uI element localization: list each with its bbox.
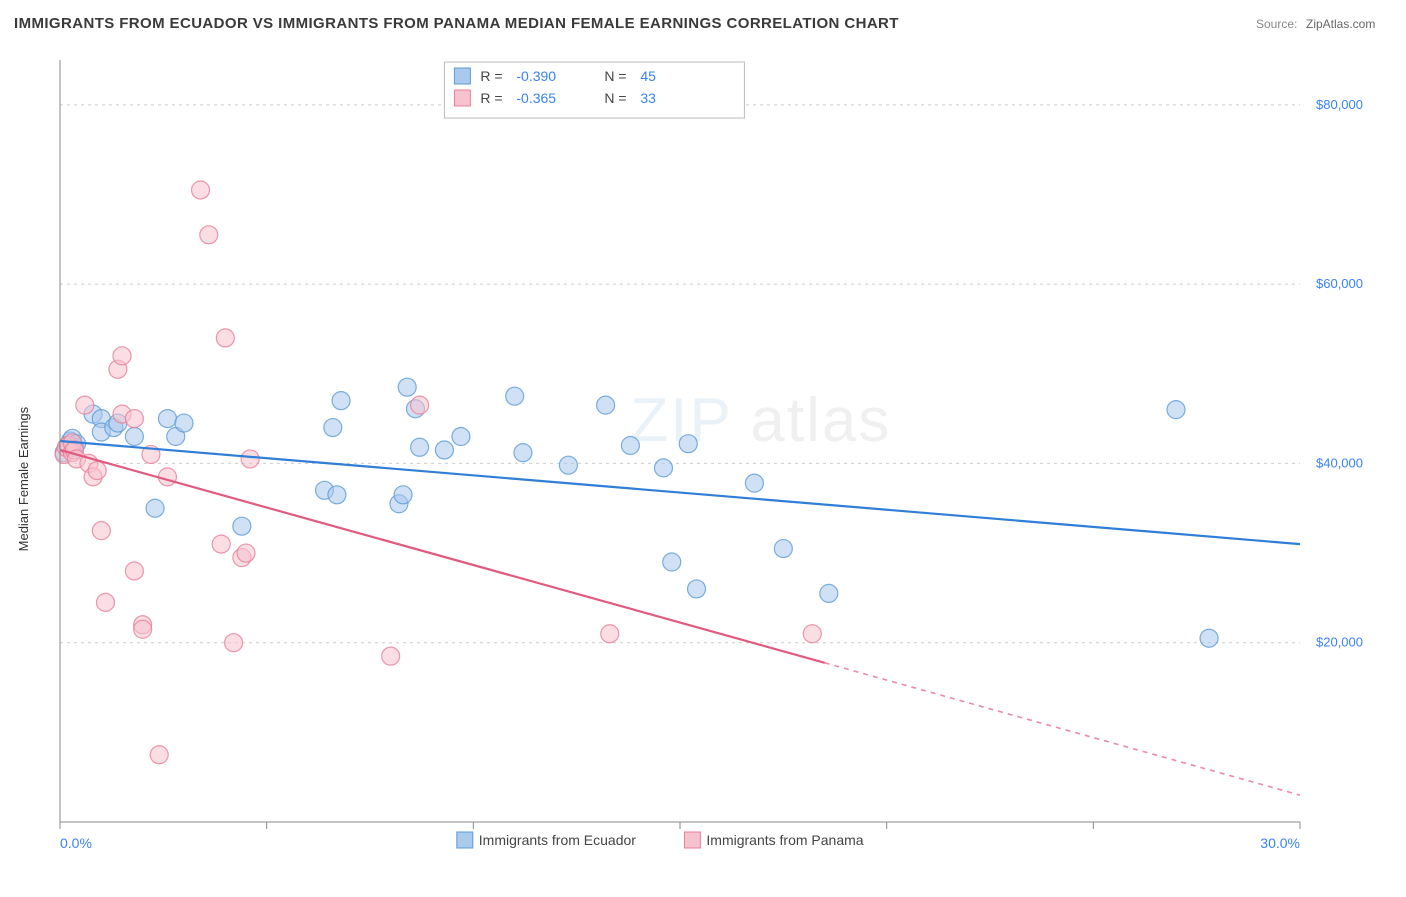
- chart-title: IMMIGRANTS FROM ECUADOR VS IMMIGRANTS FR…: [14, 15, 899, 32]
- legend-r-value-panama: -0.365: [516, 90, 556, 106]
- legend-n-label-ecuador: N =: [604, 68, 626, 84]
- data-point: [435, 441, 453, 459]
- legend-label-ecuador: Immigrants from Ecuador: [479, 832, 636, 848]
- legend-label-panama: Immigrants from Panama: [706, 832, 863, 848]
- correlation-scatter-chart: IMMIGRANTS FROM ECUADOR VS IMMIGRANTS FR…: [0, 0, 1406, 892]
- y-tick-label: $40,000: [1316, 455, 1363, 470]
- data-point: [663, 553, 681, 571]
- data-point: [621, 436, 639, 454]
- data-point: [803, 625, 821, 643]
- data-point: [601, 625, 619, 643]
- data-point: [88, 462, 106, 480]
- data-point: [237, 544, 255, 562]
- data-point: [324, 419, 342, 437]
- data-point: [125, 428, 143, 446]
- legend-n-label-panama: N =: [604, 90, 626, 106]
- data-point: [654, 459, 672, 477]
- data-point: [225, 634, 243, 652]
- data-point: [175, 414, 193, 432]
- x-axis-start-label: 0.0%: [60, 835, 92, 851]
- data-point: [398, 378, 416, 396]
- legend-r-label-ecuador: R =: [480, 68, 502, 84]
- data-point: [506, 387, 524, 405]
- x-axis-end-label: 30.0%: [1260, 835, 1300, 851]
- data-point: [328, 486, 346, 504]
- data-point: [1167, 401, 1185, 419]
- source-value: ZipAtlas.com: [1306, 17, 1375, 31]
- data-point: [92, 522, 110, 540]
- data-point: [820, 584, 838, 602]
- y-tick-label: $60,000: [1316, 276, 1363, 291]
- data-point: [125, 562, 143, 580]
- regression-line-extrap-panama: [825, 663, 1300, 795]
- data-point: [150, 746, 168, 764]
- data-point: [394, 486, 412, 504]
- data-point: [411, 396, 429, 414]
- y-tick-label: $80,000: [1316, 97, 1363, 112]
- legend-stat-swatch-ecuador: [454, 68, 470, 84]
- data-point: [134, 620, 152, 638]
- legend-swatch-ecuador: [457, 832, 473, 848]
- legend-bottom: Immigrants from Ecuador Immigrants from P…: [457, 832, 864, 848]
- legend-swatch-panama: [684, 832, 700, 848]
- data-point: [125, 410, 143, 428]
- data-point: [514, 444, 532, 462]
- source-label: Source:: [1256, 17, 1297, 31]
- data-point: [158, 468, 176, 486]
- legend-r-label-panama: R =: [480, 90, 502, 106]
- data-point: [192, 181, 210, 199]
- data-point: [774, 540, 792, 558]
- legend-n-value-ecuador: 45: [640, 68, 656, 84]
- data-point: [233, 517, 251, 535]
- data-point: [216, 329, 234, 347]
- data-point: [241, 450, 259, 468]
- data-point: [212, 535, 230, 553]
- data-point: [332, 392, 350, 410]
- data-point: [158, 410, 176, 428]
- legend-r-value-ecuador: -0.390: [516, 68, 556, 84]
- data-point: [1200, 629, 1218, 647]
- data-point: [411, 438, 429, 456]
- regression-line-panama: [60, 450, 825, 663]
- y-axis-label: Median Female Earnings: [16, 406, 31, 551]
- data-point: [382, 647, 400, 665]
- data-point: [688, 580, 706, 598]
- data-point: [96, 593, 114, 611]
- legend-n-value-panama: 33: [640, 90, 656, 106]
- data-point: [679, 435, 697, 453]
- data-point: [452, 428, 470, 446]
- legend-stat-swatch-panama: [454, 90, 470, 106]
- data-point: [113, 347, 131, 365]
- y-tick-label: $20,000: [1316, 635, 1363, 650]
- watermark: atlas: [750, 386, 891, 455]
- data-point: [745, 474, 763, 492]
- data-point: [597, 396, 615, 414]
- data-point: [76, 396, 94, 414]
- data-point: [146, 499, 164, 517]
- data-point: [200, 226, 218, 244]
- data-point: [559, 456, 577, 474]
